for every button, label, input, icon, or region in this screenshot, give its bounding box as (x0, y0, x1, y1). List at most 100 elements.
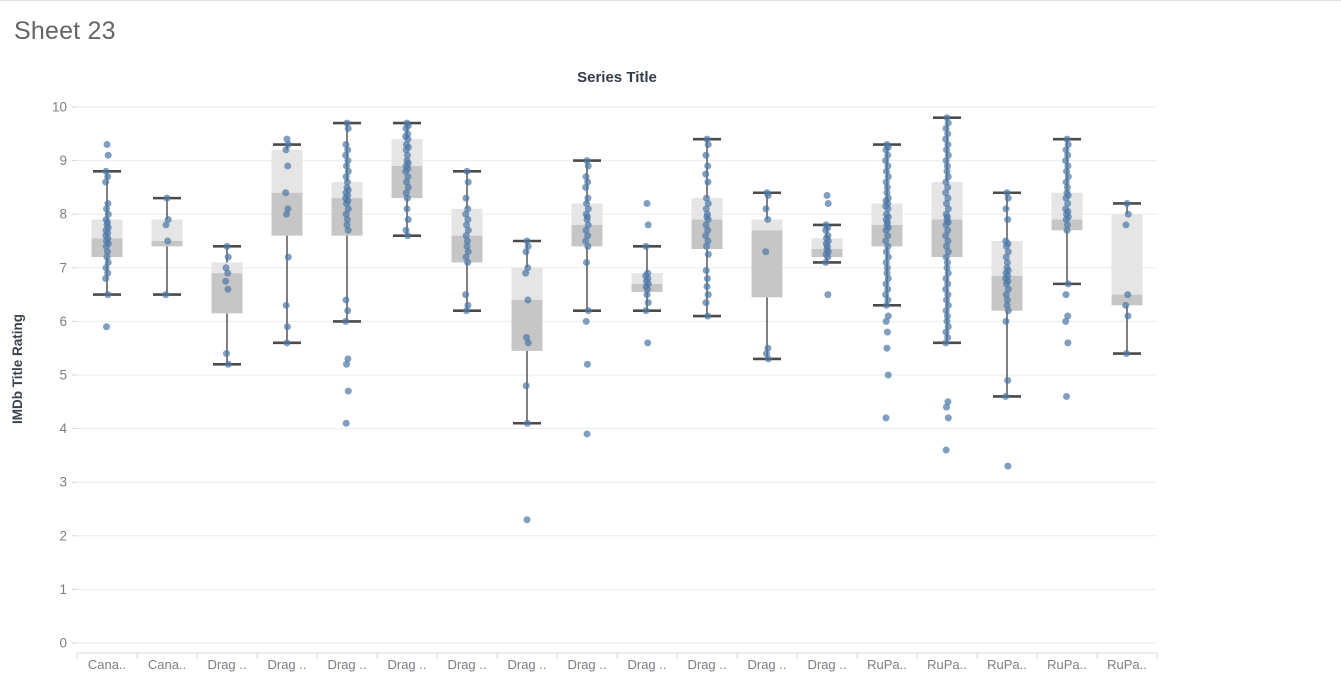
data-point[interactable] (942, 124, 950, 132)
data-point[interactable] (1002, 291, 1010, 299)
data-point[interactable] (702, 232, 710, 240)
data-point[interactable] (824, 199, 832, 207)
box-plot-column[interactable] (751, 189, 783, 363)
data-point[interactable] (882, 291, 890, 299)
data-point[interactable] (524, 296, 532, 304)
data-point[interactable] (883, 248, 890, 256)
data-point[interactable] (764, 344, 772, 352)
data-point[interactable] (342, 210, 350, 218)
x-tick-label[interactable]: Drag .. (687, 657, 726, 672)
data-point[interactable] (1004, 194, 1012, 202)
data-point[interactable] (703, 283, 711, 291)
data-point[interactable] (942, 157, 950, 165)
box-upper-quartile[interactable] (751, 219, 783, 231)
data-point[interactable] (1003, 258, 1011, 266)
data-point[interactable] (704, 141, 712, 149)
data-point[interactable] (1124, 291, 1132, 299)
box-upper-quartile[interactable] (271, 149, 303, 193)
data-point[interactable] (882, 146, 890, 154)
data-point[interactable] (342, 419, 350, 427)
data-point[interactable] (402, 146, 410, 154)
data-point[interactable] (404, 216, 412, 224)
data-point[interactable] (944, 291, 952, 299)
data-point[interactable] (342, 173, 350, 181)
data-point[interactable] (944, 323, 952, 331)
data-point[interactable] (942, 178, 950, 186)
x-tick-label[interactable]: Drag .. (567, 657, 606, 672)
data-point[interactable] (464, 248, 472, 256)
data-point[interactable] (702, 151, 710, 159)
data-point[interactable] (584, 242, 592, 250)
box-plot-column[interactable] (91, 141, 123, 331)
data-point[interactable] (882, 237, 890, 245)
data-point[interactable] (884, 296, 892, 304)
data-point[interactable] (942, 189, 950, 197)
data-point[interactable] (943, 312, 951, 320)
data-point[interactable] (1002, 317, 1010, 325)
data-point[interactable] (1003, 296, 1011, 304)
data-point[interactable] (1123, 199, 1131, 207)
box-plot-column[interactable] (151, 194, 183, 299)
box-plot-column[interactable] (631, 199, 663, 347)
data-point[interactable] (1003, 301, 1011, 309)
data-point[interactable] (282, 146, 290, 154)
data-point[interactable] (104, 210, 112, 218)
data-point[interactable] (524, 264, 532, 272)
data-point[interactable] (883, 189, 891, 197)
data-point[interactable] (162, 221, 170, 229)
data-point[interactable] (884, 173, 892, 181)
data-point[interactable] (283, 210, 290, 218)
data-point[interactable] (164, 237, 172, 245)
x-tick-label[interactable]: RuPa.. (927, 657, 967, 672)
x-tick-label[interactable]: RuPa.. (1047, 657, 1087, 672)
data-point[interactable] (223, 242, 231, 250)
data-point[interactable] (342, 151, 350, 159)
box-plot-column[interactable] (571, 157, 603, 438)
data-point[interactable] (762, 205, 770, 213)
data-point[interactable] (583, 216, 591, 224)
data-point[interactable] (944, 269, 952, 277)
data-point[interactable] (1062, 216, 1070, 224)
data-point[interactable] (524, 339, 532, 347)
data-point[interactable] (1124, 210, 1132, 218)
data-point[interactable] (402, 124, 410, 132)
data-point[interactable] (462, 232, 470, 240)
box-plot-column[interactable] (451, 167, 483, 315)
data-point[interactable] (1064, 280, 1072, 288)
data-point[interactable] (582, 183, 590, 191)
data-point[interactable] (703, 135, 711, 143)
box-plot-column[interactable] (991, 189, 1023, 470)
data-point[interactable] (1063, 167, 1070, 175)
data-point[interactable] (883, 301, 890, 309)
data-point[interactable] (1064, 199, 1072, 207)
box-plot-column[interactable] (331, 119, 363, 427)
data-point[interactable] (343, 178, 351, 186)
data-point[interactable] (762, 248, 770, 256)
data-point[interactable] (403, 178, 410, 186)
data-point[interactable] (702, 170, 710, 178)
data-point[interactable] (704, 291, 712, 299)
data-point[interactable] (884, 371, 892, 379)
data-point[interactable] (943, 296, 950, 304)
data-point[interactable] (642, 307, 650, 315)
data-point[interactable] (282, 301, 290, 309)
data-point[interactable] (582, 226, 590, 234)
data-point[interactable] (463, 242, 471, 250)
data-point[interactable] (224, 360, 232, 368)
data-point[interactable] (884, 312, 892, 320)
data-point[interactable] (102, 167, 110, 175)
data-point[interactable] (282, 189, 290, 197)
data-point[interactable] (104, 199, 112, 207)
data-point[interactable] (344, 146, 352, 154)
data-point[interactable] (884, 162, 892, 170)
data-point[interactable] (344, 226, 352, 234)
data-point[interactable] (704, 162, 712, 170)
data-point[interactable] (704, 312, 712, 320)
data-point[interactable] (344, 157, 352, 165)
data-point[interactable] (464, 216, 472, 224)
data-point[interactable] (942, 446, 950, 454)
data-point[interactable] (1063, 226, 1071, 234)
data-point[interactable] (943, 162, 951, 170)
x-tick-label[interactable]: Drag .. (507, 657, 546, 672)
